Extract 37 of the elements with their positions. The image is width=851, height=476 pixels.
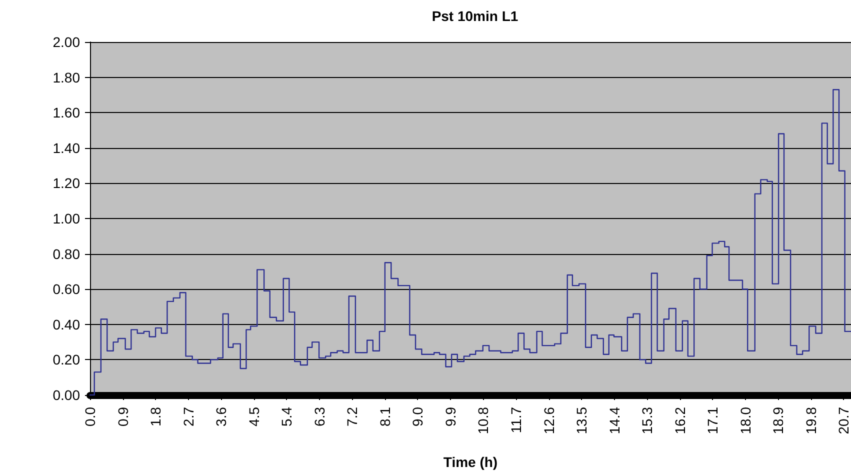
y-tick-label: 1.60 xyxy=(52,104,80,121)
x-tick-label: 13.5 xyxy=(574,406,590,434)
x-tick-label: 8.1 xyxy=(376,406,393,426)
x-tick-label: 17.1 xyxy=(704,406,721,434)
x-tick-label: 18.0 xyxy=(737,406,754,434)
y-tick-label: 1.80 xyxy=(52,69,80,86)
x-tick-label: 18.9 xyxy=(770,406,786,434)
x-tick-label: 5.4 xyxy=(278,406,295,426)
x-tick-label: 14.4 xyxy=(606,406,622,434)
x-tick-label: 9.0 xyxy=(410,406,426,426)
y-tick-label: 2.00 xyxy=(52,34,80,50)
y-tick-label: 1.00 xyxy=(52,210,80,226)
x-tick-label: 19.8 xyxy=(802,406,819,434)
y-tick-label: 0.80 xyxy=(52,246,80,262)
chart-title: Pst 10min L1 xyxy=(432,8,518,24)
x-tick-label: 7.2 xyxy=(344,406,360,426)
x-tick-label: 16.2 xyxy=(672,406,688,434)
y-tick-label: 1.40 xyxy=(52,140,80,156)
x-axis-title: Time (h) xyxy=(443,454,498,470)
x-tick-label: 11.7 xyxy=(508,406,524,434)
x-tick-label: 20.7 xyxy=(836,406,851,434)
y-tick-label: 0.20 xyxy=(52,352,80,368)
x-tick-label: 15.3 xyxy=(639,406,656,434)
x-tick-label: 10.8 xyxy=(475,406,492,434)
x-tick-label: 9.9 xyxy=(442,406,458,426)
x-tick-label: 2.7 xyxy=(180,406,196,426)
y-tick-label: 0.40 xyxy=(52,316,80,332)
y-tick-label: 1.20 xyxy=(52,175,80,192)
x-tick-label: 4.5 xyxy=(246,406,262,426)
x-tick-label: 0.0 xyxy=(82,406,98,426)
x-tick-label: 0.9 xyxy=(114,406,131,426)
x-tick-label: 6.3 xyxy=(311,406,328,426)
x-tick-label: 3.6 xyxy=(213,406,230,426)
x-tick-label: 12.6 xyxy=(540,406,557,434)
y-tick-label: 0.60 xyxy=(52,281,80,298)
y-tick-label: 0.00 xyxy=(52,387,80,403)
x-tick-label: 1.8 xyxy=(148,406,164,426)
